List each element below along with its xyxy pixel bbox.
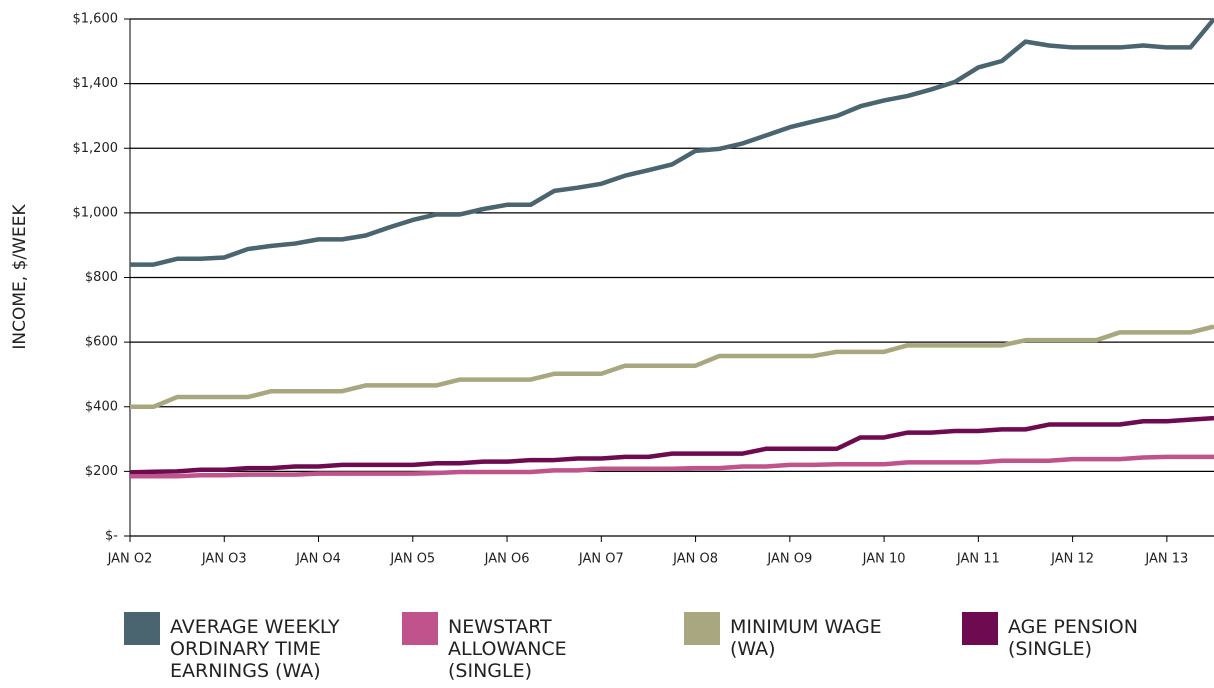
- x-tick-label: JAN 10: [862, 552, 906, 567]
- y-tick-label: $400: [85, 399, 118, 414]
- x-tick-label: JAN O6: [484, 552, 530, 567]
- legend-label: MINIMUM WAGE (WA): [730, 616, 882, 660]
- y-axis-label: INCOME, $/WEEK: [10, 204, 30, 350]
- y-tick-label: $1,000: [73, 205, 119, 220]
- legend-label: AVERAGE WEEKLY ORDINARY TIME EARNINGS (W…: [170, 616, 340, 682]
- x-tick-label: JAN 13: [1144, 552, 1188, 567]
- x-tick-label: JAN O3: [201, 552, 247, 567]
- y-tick-label: $1,400: [73, 76, 119, 91]
- x-tick-label: JAN O9: [766, 552, 812, 567]
- series-line: [130, 454, 1214, 479]
- x-tick-label: JAN 11: [956, 552, 1000, 567]
- x-tick-label: JAN O5: [389, 552, 435, 567]
- legend-swatch: [684, 612, 720, 645]
- series-line: [129, 415, 1214, 475]
- chart: INCOME, $/WEEK $- $200 $400 $600 $800 $1,000 $…: [10, 12, 1214, 567]
- y-tick-label: $800: [85, 270, 118, 285]
- legend-swatch: [402, 612, 438, 645]
- legend-label: AGE PENSION (SINGLE): [1008, 616, 1138, 660]
- y-tick-label: $-: [105, 529, 118, 544]
- x-tick-label: JAN O4: [295, 552, 341, 567]
- x-tick-label: JAN O8: [672, 552, 718, 567]
- y-tick-label: $1,200: [73, 141, 119, 156]
- x-tick-label: JAN O7: [578, 552, 624, 567]
- y-tick-label: $200: [85, 464, 118, 479]
- legend-label: NEWSTART ALLOWANCE (SINGLE): [448, 616, 567, 682]
- x-tick-label: JAN 12: [1050, 552, 1094, 567]
- legend-swatch: [962, 612, 998, 645]
- legend-swatch: [124, 612, 160, 645]
- y-tick-label: $1,600: [73, 12, 119, 27]
- series-line: [130, 17, 1214, 267]
- y-tick-label: $600: [85, 335, 118, 350]
- series-line: [130, 324, 1214, 409]
- x-tick-label: JAN O2: [107, 552, 153, 567]
